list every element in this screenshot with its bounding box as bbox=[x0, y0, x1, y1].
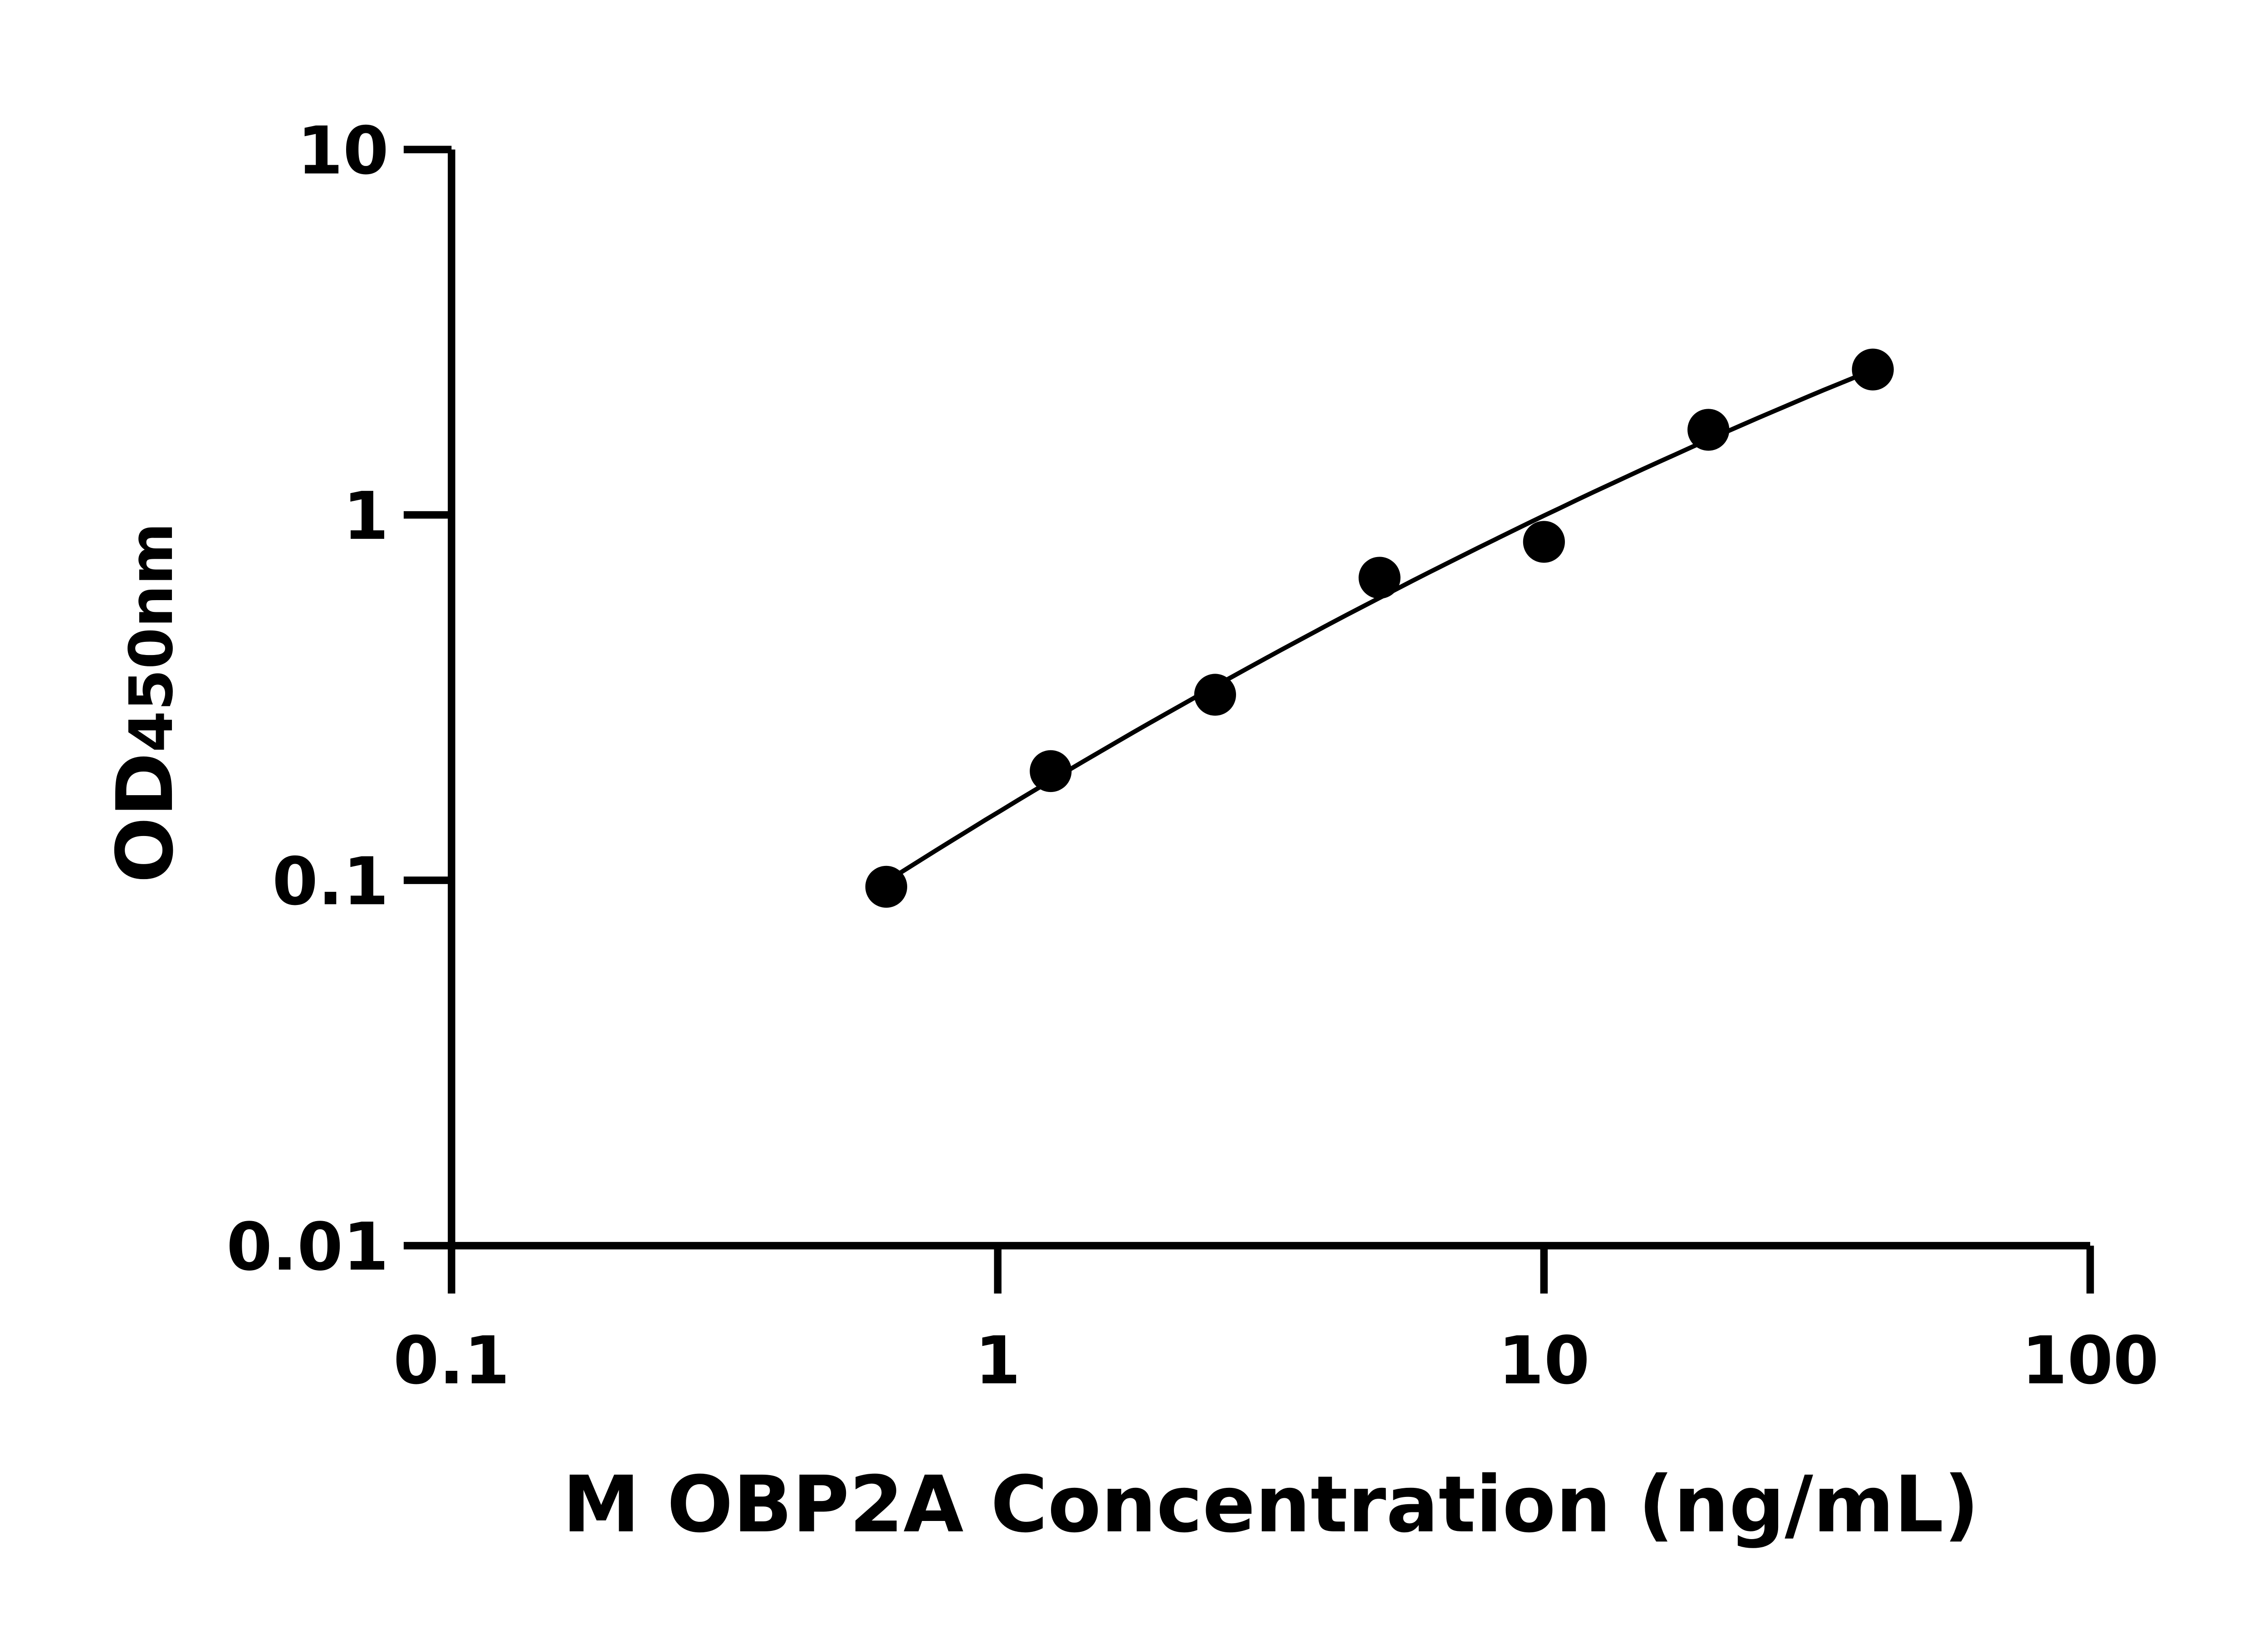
y-axis-label: OD450nm bbox=[100, 523, 191, 883]
data-point bbox=[1194, 674, 1236, 716]
x-tick-label: 100 bbox=[2022, 1322, 2159, 1399]
x-tick-label: 1 bbox=[975, 1322, 1021, 1399]
data-point bbox=[865, 865, 907, 908]
data-point bbox=[1687, 409, 1730, 451]
data-point bbox=[1030, 750, 1072, 792]
data-point bbox=[1359, 557, 1401, 599]
x-axis-label: M OBP2A Concentration (ng/mL) bbox=[562, 1460, 1979, 1550]
data-point bbox=[1523, 521, 1565, 563]
y-tick-label: 0.01 bbox=[226, 1209, 389, 1286]
y-tick-label: 0.1 bbox=[272, 843, 389, 920]
y-tick-label: 1 bbox=[343, 478, 389, 555]
data-points bbox=[865, 348, 1894, 908]
fit-curve-group bbox=[885, 368, 1874, 884]
x-tick-label: 10 bbox=[1498, 1322, 1590, 1399]
fit-curve bbox=[885, 368, 1874, 884]
y-tick-label: 10 bbox=[297, 112, 389, 189]
data-point bbox=[1852, 348, 1894, 391]
x-tick-label: 0.1 bbox=[393, 1322, 510, 1399]
